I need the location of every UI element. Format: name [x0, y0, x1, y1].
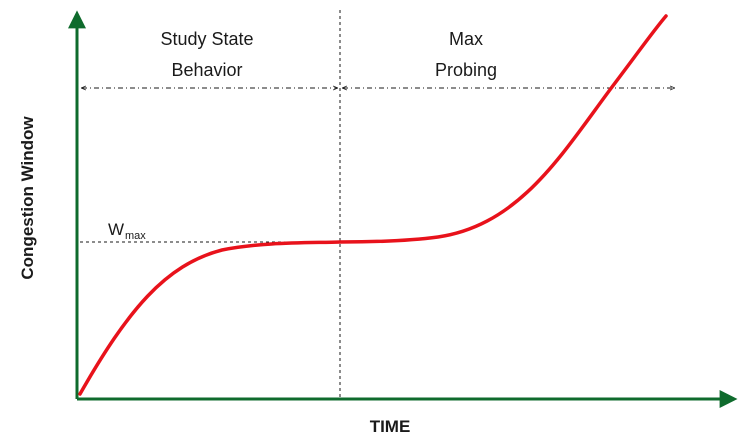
- cubic-curve: [78, 14, 668, 396]
- max-probing-label-line1: Max: [449, 29, 483, 49]
- x-axis-label: TIME: [370, 417, 411, 436]
- y-axis-label: Congestion Window: [18, 116, 37, 280]
- wmax-label: W: [108, 220, 124, 239]
- steady-state-label-line1: Study State: [160, 29, 253, 49]
- steady-state-label-line2: Behavior: [171, 60, 242, 80]
- max-probing-label-line2: Probing: [435, 60, 497, 80]
- wmax-subscript: max: [125, 230, 146, 242]
